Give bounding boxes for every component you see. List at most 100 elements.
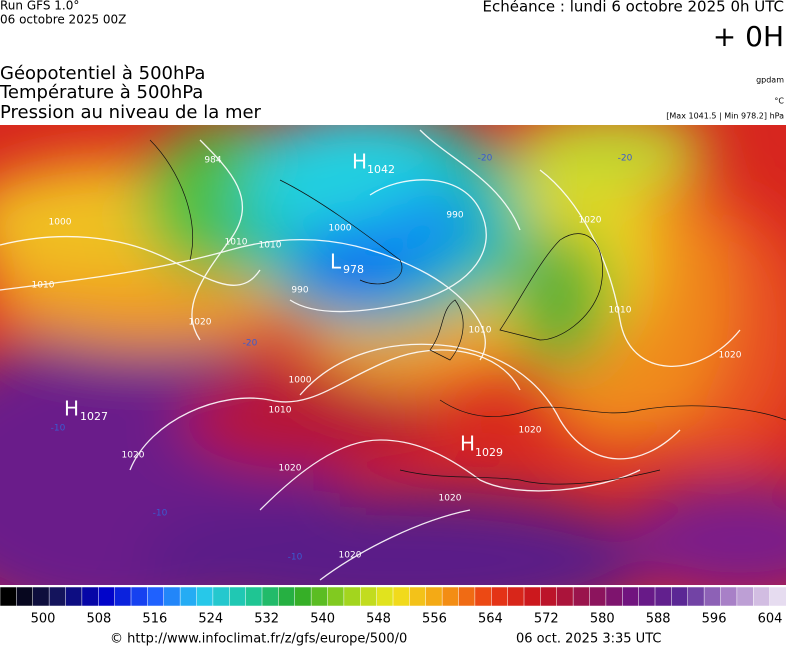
colorbar-swatch [507,586,525,607]
field-title: Géopotentiel à 500hPa [0,63,205,84]
colorbar-label: 500 [31,612,56,627]
colorbar-label: 572 [534,612,559,627]
colorbar-swatch [720,586,738,607]
colorbar-swatch [98,586,116,607]
isobar-label: 1020 [122,451,145,461]
temperature-label: -10 [51,424,66,434]
colorbar: 500 508 516 524 532 540 548 556 564 572 580 588 596 6… [0,586,786,627]
source-url: © http://www.infoclimat.fr/z/gfs/europe/… [110,632,407,647]
isobar-label: 984 [204,156,221,166]
temperature-label: -20 [618,154,633,164]
temperature-labels: -20 -20 -10 -10 -10 -20 [51,154,633,563]
center-value: 1029 [475,446,503,459]
colorbar-swatch [687,586,705,607]
generated-time: 06 oct. 2025 3:35 UTC [516,632,661,647]
temperature-label: -10 [288,553,303,563]
colorbar-swatch [523,586,542,607]
colorbar-swatch [769,586,786,607]
isobar-label: 1020 [339,551,362,561]
colorbar-swatch [409,586,427,607]
colorbar-swatch [327,586,345,607]
colorbar-label: 540 [310,612,335,627]
isobar-label: 1010 [259,241,282,251]
colorbar-swatch [261,586,280,607]
colorbar-swatch [556,586,574,607]
colorbar-swatch [196,586,214,607]
colorbar-label: 596 [702,612,727,627]
colorbar-swatch [654,586,673,607]
isobar-label: 990 [446,211,463,221]
colorbar-swatch [48,586,67,607]
colorbar-swatch [0,586,18,607]
colorbar-swatch [638,586,656,607]
center-letter: H [460,432,475,456]
colorbar-label: 564 [478,612,503,627]
colorbar-swatch [392,586,411,607]
colorbar-swatch [229,586,247,607]
isobar-label: 1020 [439,494,462,504]
isobar-label: 1020 [279,464,302,474]
colorbar-swatch [441,586,460,607]
colorbar-swatch [130,586,149,607]
forecast-time: Echéance : lundi 6 octobre 2025 0h UTC [482,0,784,16]
isobar-label: 1020 [719,351,742,361]
colorbar-label: 580 [590,612,615,627]
colorbar-label: 556 [422,612,447,627]
colorbar-swatch [32,586,50,607]
isobar-label: 1010 [269,406,292,416]
colorbar-swatch [179,586,198,607]
colorbar-swatch [703,586,722,607]
isobar-label: 1010 [32,281,55,291]
colorbar-swatch [114,586,132,607]
isobar-label: 1000 [329,224,352,234]
colorbar-swatch [310,586,329,607]
center-letter: H [64,397,79,421]
colorbar-label: 604 [758,612,783,627]
center-letter: L [330,250,342,274]
isobar-label: 1010 [225,238,248,248]
run-date: 06 octobre 2025 00Z [0,13,126,27]
colorbar-swatch [245,586,263,607]
forecast-offset: + 0H [713,20,784,53]
isobar-label: 1020 [579,216,602,226]
colorbar-label: 532 [254,612,279,627]
colorbar-swatch [572,586,591,607]
colorbar-swatch [605,586,623,607]
isobar-label: 1020 [189,318,212,328]
colorbar-swatch [16,586,34,607]
colorbar-swatch [212,586,230,607]
colorbar-swatch [147,586,165,607]
colorbar-swatch [278,586,296,607]
temperature-label: -20 [243,339,258,349]
pressure-centers: H 1042 L 978 H 1027 H 1029 [64,150,503,460]
colorbar-label: 516 [142,612,167,627]
unit-label: gpdam [756,76,784,85]
map [0,125,786,585]
colorbar-swatch [458,586,476,607]
isobar-labels: 984 1000 1010 1010 1000 990 990 1020 1000 1010 102… [32,156,742,561]
unit-label: °C [774,97,784,106]
colorbar-swatch [540,586,558,607]
colorbar-swatch [343,586,361,607]
temperature-label: -10 [153,509,168,519]
isobar-label: 1000 [289,376,312,386]
isobar-label: 1020 [519,426,542,436]
isobar-label: 990 [291,286,308,296]
colorbar-swatch [491,586,509,607]
colorbar-swatch [65,586,83,607]
colorbar-swatch [736,586,754,607]
colorbar-swatch [376,586,394,607]
colorbar-swatch [753,586,771,607]
center-value: 1042 [367,163,395,176]
field-title: Température à 500hPa [0,82,203,103]
colorbar-swatch [474,586,492,607]
run-label: Run GFS 1.0° [0,0,79,13]
colorbar-swatch [671,586,689,607]
colorbar-swatch [589,586,607,607]
colorbar-label: 588 [646,612,671,627]
colorbar-label: 524 [198,612,223,627]
unit-label: [Max 1041.5 | Min 978.2] hPa [666,112,784,121]
colorbar-label: 508 [87,612,112,627]
isobar-label: 1010 [469,326,492,336]
